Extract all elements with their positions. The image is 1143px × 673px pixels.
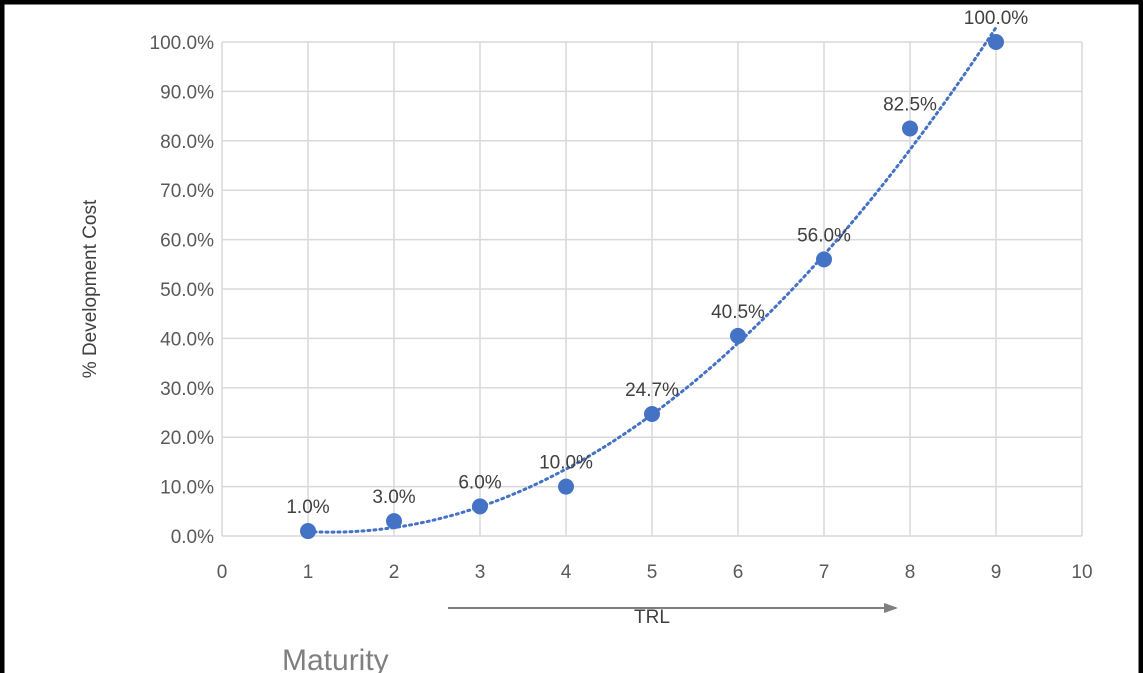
x-tick-label: 0 xyxy=(217,562,228,583)
data-point xyxy=(386,513,402,530)
y-axis-title: % Development Cost xyxy=(80,199,101,378)
data-label: 56.0% xyxy=(797,225,851,246)
x-tick-label: 6 xyxy=(733,562,744,583)
data-point xyxy=(816,251,832,268)
x-tick-label: 8 xyxy=(905,562,916,583)
data-point xyxy=(300,523,316,540)
data-labels: 1.0% 3.0% 6.0% 10.0% 24.7% 40.5% 56.0% 82.5% 100… xyxy=(286,8,1028,518)
data-point xyxy=(644,405,660,422)
data-point xyxy=(558,478,574,495)
data-point xyxy=(472,498,488,515)
data-point xyxy=(902,120,918,137)
x-tick-label: 10 xyxy=(1071,562,1092,583)
x-tick-label: 1 xyxy=(303,562,314,583)
y-tick-label: 40.0% xyxy=(160,329,214,350)
y-tick-label: 90.0% xyxy=(160,82,214,103)
data-label: 3.0% xyxy=(372,487,415,508)
data-point xyxy=(988,34,1004,50)
y-tick-label: 60.0% xyxy=(160,231,214,252)
x-tick-label: 7 xyxy=(819,562,830,583)
data-label: 82.5% xyxy=(883,94,937,115)
y-tick-label: 50.0% xyxy=(160,280,214,301)
x-axis-title: TRL xyxy=(634,607,670,628)
x-tick-label: 9 xyxy=(991,562,1002,583)
x-tick-label: 2 xyxy=(389,562,400,583)
data-label: 1.0% xyxy=(286,497,329,518)
data-label: 6.0% xyxy=(458,472,501,493)
y-tick-label: 30.0% xyxy=(160,379,214,400)
y-tick-label: 10.0% xyxy=(160,478,214,499)
data-label: 40.5% xyxy=(711,302,765,323)
maturity-label: Maturity xyxy=(282,644,389,673)
data-points xyxy=(300,34,1004,540)
x-tick-label: 5 xyxy=(647,562,658,583)
data-point xyxy=(730,327,746,344)
y-axis-tick-labels: 0.0% 10.0% 20.0% 30.0% 40.0% 50.0% 60.0% 70.0% 8… xyxy=(150,33,215,548)
data-label: 10.0% xyxy=(539,453,593,474)
x-tick-label: 3 xyxy=(475,562,486,583)
vertical-gridlines xyxy=(221,42,1083,536)
data-label: 24.7% xyxy=(625,380,679,401)
x-tick-label: 4 xyxy=(561,562,572,583)
y-tick-label: 0.0% xyxy=(171,527,214,548)
y-tick-label: 80.0% xyxy=(160,132,214,153)
y-tick-label: 70.0% xyxy=(160,181,214,202)
x-axis-tick-labels: 0 1 2 3 4 5 6 7 8 9 10 xyxy=(217,562,1093,583)
y-tick-label: 20.0% xyxy=(160,428,214,449)
y-tick-label: 100.0% xyxy=(150,33,215,54)
data-label: 100.0% xyxy=(964,8,1029,29)
